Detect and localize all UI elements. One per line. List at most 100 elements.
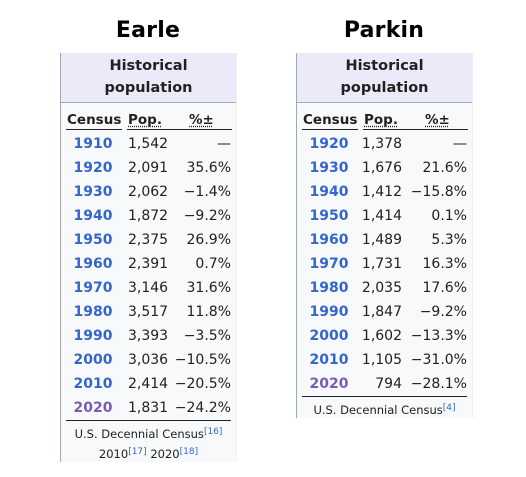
percent-change-value: −15.8% <box>410 184 467 200</box>
caption-line-1: Historical <box>109 58 188 74</box>
header-pct-change[interactable]: %± <box>189 112 214 128</box>
table-header-row: Census Pop. %± <box>61 103 236 131</box>
percent-change-value: — <box>217 136 231 152</box>
header-rule <box>414 129 468 130</box>
census-year-link[interactable]: 1980 <box>73 304 113 320</box>
header-pop[interactable]: Pop. <box>128 112 162 128</box>
percent-change-value: 0.7% <box>195 256 231 272</box>
population-value: 794 <box>375 376 402 392</box>
census-year-link[interactable]: 1910 <box>73 136 113 152</box>
census-year-link[interactable]: 1950 <box>73 232 113 248</box>
census-year-link[interactable]: 2000 <box>309 328 349 344</box>
population-value: 1,676 <box>361 160 402 176</box>
census-year-link[interactable]: 2010 <box>309 352 349 368</box>
table-row: 1920 1,378 — <box>297 131 472 155</box>
census-year-link[interactable]: 1980 <box>309 280 349 296</box>
census-year-link[interactable]: 2020 <box>309 376 349 392</box>
table-row: 1920 2,091 35.6% <box>61 155 236 179</box>
population-value: 1,489 <box>361 232 402 248</box>
census-year-link[interactable]: 1920 <box>73 160 113 176</box>
population-value: 2,375 <box>128 232 169 248</box>
table-caption: Historical population <box>297 53 472 103</box>
percent-change-value: 16.3% <box>422 256 467 272</box>
percent-change-value: 35.6% <box>186 160 231 176</box>
footer-source-link[interactable]: U.S. Decennial Census <box>313 403 443 417</box>
header-rule <box>178 129 232 130</box>
earle-rows: 1910 1,542—1920 2,091 35.6% 1930 2,062 −1.4% 19… <box>61 131 236 419</box>
census-year-link[interactable]: 1990 <box>309 304 349 320</box>
census-year-link[interactable]: 2000 <box>73 352 113 368</box>
table-row: 1960 2,391 0.7% <box>61 251 236 275</box>
census-year-link[interactable]: 1930 <box>73 184 113 200</box>
population-value: 1,731 <box>361 256 402 272</box>
census-year-link[interactable]: 1940 <box>309 184 349 200</box>
footer-ref-4[interactable]: [4] <box>442 403 456 413</box>
population-value: 1,378 <box>361 136 402 152</box>
census-year-link[interactable]: 2020 <box>73 400 113 416</box>
header-rule <box>302 129 358 130</box>
footer-source-link[interactable]: U.S. Decennial Census <box>74 427 204 441</box>
percent-change-value: −9.2% <box>183 208 231 224</box>
population-value: 1,412 <box>361 184 402 200</box>
table-row: 1990 1,847 −9.2% <box>297 299 472 323</box>
census-year-link[interactable]: 1940 <box>73 208 113 224</box>
percent-change-value: 26.9% <box>186 232 231 248</box>
population-value: 1,542 <box>128 136 169 152</box>
header-pop[interactable]: Pop. <box>364 112 398 128</box>
table-row: 2010 2,414 −20.5% <box>61 371 236 395</box>
percent-change-value: −1.4% <box>183 184 231 200</box>
population-value: 2,091 <box>128 160 169 176</box>
census-year-link[interactable]: 1960 <box>309 232 349 248</box>
footer-ref-18[interactable]: [18] <box>179 447 199 457</box>
caption-line-2: population <box>104 80 193 96</box>
census-year-link[interactable]: 2010 <box>73 376 113 392</box>
percent-change-value: −24.2% <box>174 400 231 416</box>
header-census: Census <box>303 112 358 128</box>
census-year-link[interactable]: 1970 <box>309 256 349 272</box>
population-value: 1,414 <box>361 208 402 224</box>
parkin-footer: U.S. Decennial Census[4] <box>297 397 472 419</box>
census-year-link[interactable]: 1930 <box>309 160 349 176</box>
census-year-link[interactable]: 1920 <box>309 136 349 152</box>
census-year-link[interactable]: 1990 <box>73 328 113 344</box>
table-row: 1990 3,393 −3.5% <box>61 323 236 347</box>
footer-ref-16[interactable]: [16] <box>203 427 223 437</box>
population-value: 1,847 <box>361 304 402 320</box>
population-value: 3,517 <box>128 304 169 320</box>
table-row: 1980 2,035 17.6% <box>297 275 472 299</box>
caption-line-2: population <box>340 80 429 96</box>
table-row: 2000 3,036 −10.5% <box>61 347 236 371</box>
footer-rule <box>302 396 467 397</box>
census-year-link[interactable]: 1950 <box>309 208 349 224</box>
table-row: 1940 1,412 −15.8% <box>297 179 472 203</box>
population-value: 2,062 <box>128 184 169 200</box>
table-row: 1930 2,062 −1.4% <box>61 179 236 203</box>
population-value: 2,035 <box>361 280 402 296</box>
percent-change-value: −28.1% <box>410 376 467 392</box>
table-row: 1970 1,731 16.3% <box>297 251 472 275</box>
table-row: 2020 1,831 −24.2% <box>61 395 236 419</box>
header-pct-change[interactable]: %± <box>425 112 450 128</box>
census-year-link[interactable]: 1970 <box>73 280 113 296</box>
census-year-link[interactable]: 1960 <box>73 256 113 272</box>
population-value: 1,602 <box>361 328 402 344</box>
footer-ref-17[interactable]: [17] <box>128 447 147 457</box>
footer-year-2010: 2010 <box>98 447 129 461</box>
table-row: 1950 1,414 0.1% <box>297 203 472 227</box>
percent-change-value: −10.5% <box>174 352 231 368</box>
percent-change-value: −31.0% <box>410 352 467 368</box>
percent-change-value: 31.6% <box>186 280 231 296</box>
earle-population-table: Historical population Census Pop. %± 191… <box>60 53 237 462</box>
percent-change-value: −3.5% <box>183 328 231 344</box>
table-row: 1940 1,872 −9.2% <box>61 203 236 227</box>
percent-change-value: 0.1% <box>431 208 467 224</box>
population-value: 1,831 <box>128 400 169 416</box>
caption-line-1: Historical <box>345 58 424 74</box>
percent-change-value: 11.8% <box>186 304 231 320</box>
header-rule <box>363 129 419 130</box>
population-value: 3,036 <box>128 352 169 368</box>
table-row: 2020 794 −28.1% <box>297 371 472 395</box>
population-value: 1,872 <box>128 208 169 224</box>
earle-title: Earle <box>115 18 181 43</box>
table-caption: Historical population <box>61 53 236 103</box>
